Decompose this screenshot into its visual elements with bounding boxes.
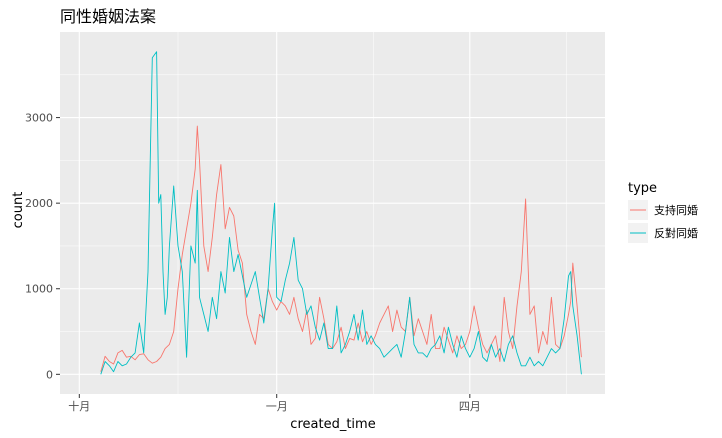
y-axis-title: count xyxy=(11,192,26,229)
series-line-2 xyxy=(100,51,582,375)
legend-title: type xyxy=(628,181,657,196)
x-tick-label: 十月 xyxy=(68,399,90,413)
chart-title: 同性婚姻法案 xyxy=(60,7,156,26)
axis-ticks: 0 1000 2000 3000 十月 一月 四月 xyxy=(25,112,481,413)
legend-label: 支持同婚 xyxy=(654,203,698,217)
series-lines xyxy=(100,51,582,375)
x-tick-label: 四月 xyxy=(459,400,481,413)
x-tick-label: 一月 xyxy=(266,400,288,413)
grid xyxy=(60,32,605,394)
x-axis-title: created_time xyxy=(290,417,375,432)
y-tick-label: 0 xyxy=(46,368,53,381)
series-line-1 xyxy=(100,125,582,372)
legend-label: 反對同婚 xyxy=(654,226,698,240)
y-tick-label: 1000 xyxy=(25,283,53,296)
y-tick-label: 2000 xyxy=(25,197,53,210)
y-tick-label: 3000 xyxy=(25,112,53,125)
